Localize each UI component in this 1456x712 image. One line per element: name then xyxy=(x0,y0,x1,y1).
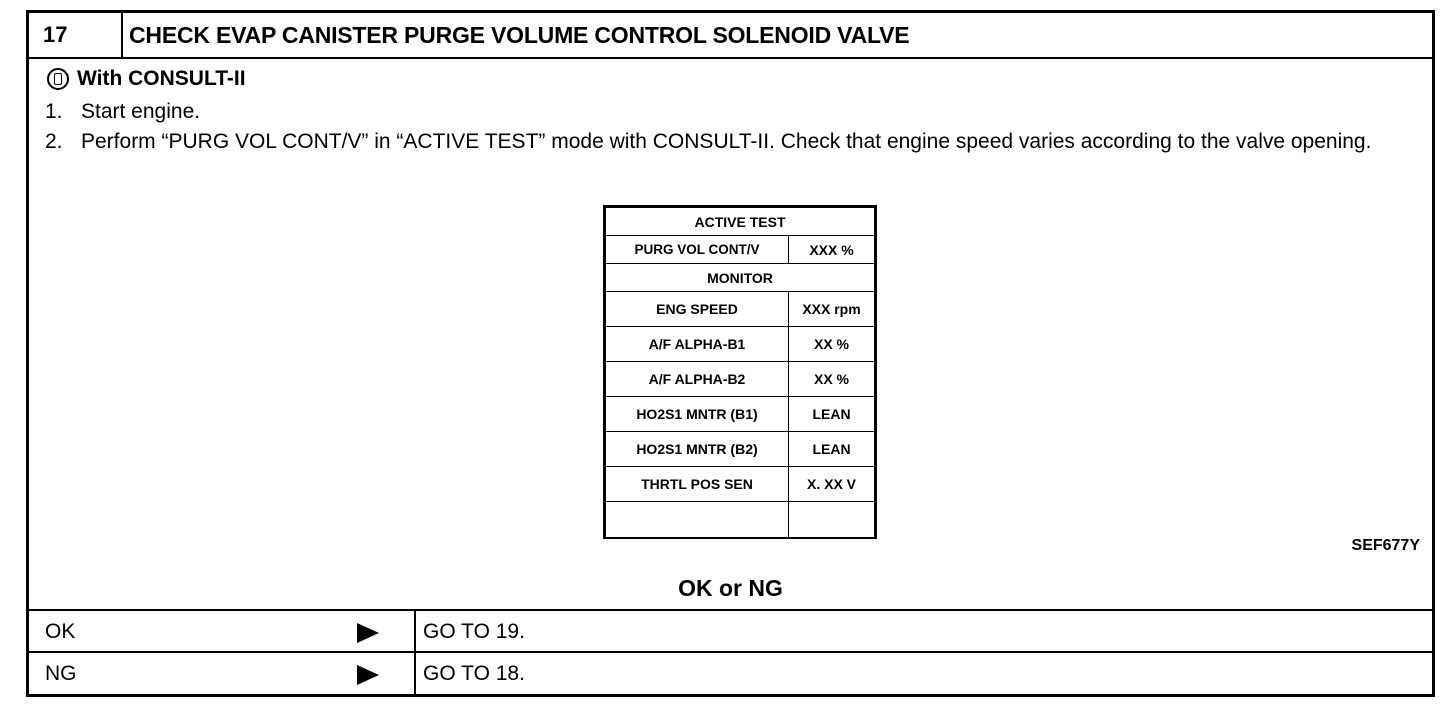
result-action: GO TO 19. xyxy=(423,620,525,643)
table-row: A/F ALPHA-B2 XX % xyxy=(605,361,875,397)
instruction-text: Perform “PURG VOL CONT/V” in “ACTIVE TES… xyxy=(81,130,1372,153)
instruction-text: Start engine. xyxy=(81,100,201,123)
monitor-value: LEAN xyxy=(788,396,875,432)
monitor-label: HO2S1 MNTR (B2) xyxy=(605,431,789,467)
monitor-label: HO2S1 MNTR (B1) xyxy=(605,396,789,432)
table-row: HO2S1 MNTR (B2) LEAN xyxy=(605,431,875,467)
procedure-heading-text: With CONSULT-II xyxy=(77,67,246,90)
step-number: 17 xyxy=(43,22,68,47)
monitor-label: A/F ALPHA-B2 xyxy=(605,361,789,397)
diagnostic-step-frame: 17 CHECK EVAP CANISTER PURGE VOLUME CONT… xyxy=(26,10,1435,697)
instruction-number: 1. xyxy=(45,100,63,123)
monitor-label: A/F ALPHA-B1 xyxy=(605,326,789,362)
monitor-value: XXX rpm xyxy=(788,291,875,327)
right-arrow-icon xyxy=(357,623,379,643)
result-action: GO TO 18. xyxy=(423,662,525,685)
test-item-value: XXX % xyxy=(788,235,875,264)
active-test-title: ACTIVE TEST xyxy=(605,207,875,236)
monitor-value: X. XX V xyxy=(788,466,875,502)
table-row-blank xyxy=(605,501,875,539)
table-row: ENG SPEED XXX rpm xyxy=(605,291,875,327)
figure-reference: SEF677Y xyxy=(1351,537,1420,554)
monitor-label: ENG SPEED xyxy=(605,291,789,327)
monitor-value: XX % xyxy=(788,326,875,362)
blank-cell xyxy=(788,501,875,539)
result-divider xyxy=(414,611,416,653)
step-header: 17 CHECK EVAP CANISTER PURGE VOLUME CONT… xyxy=(29,13,1432,59)
monitor-value: XX % xyxy=(788,361,875,397)
result-divider xyxy=(414,653,416,695)
instruction-step: 2. Perform “PURG VOL CONT/V” in “ACTIVE T… xyxy=(45,127,1415,157)
table-row: ACTIVE TEST xyxy=(605,207,875,236)
instruction-step: 1. Start engine. xyxy=(45,97,200,127)
table-row: A/F ALPHA-B1 XX % xyxy=(605,326,875,362)
procedure-heading: With CONSULT-II xyxy=(47,67,246,91)
table-row: PURG VOL CONT/V XXX % xyxy=(605,235,875,264)
result-label: OK xyxy=(45,620,76,643)
ok-or-ng-label: OK or NG xyxy=(678,575,783,601)
result-row-ok: OK GO TO 19. xyxy=(29,609,1432,653)
consult-screen-table: ACTIVE TEST PURG VOL CONT/V XXX % MONITO… xyxy=(605,207,875,539)
instruction-number: 2. xyxy=(45,130,63,153)
consult-screen-illustration: ACTIVE TEST PURG VOL CONT/V XXX % MONITO… xyxy=(603,205,877,539)
result-label: NG xyxy=(45,662,77,685)
blank-cell xyxy=(605,501,789,539)
test-item-label: PURG VOL CONT/V xyxy=(605,235,789,264)
table-row: MONITOR xyxy=(605,263,875,292)
step-title: CHECK EVAP CANISTER PURGE VOLUME CONTROL… xyxy=(129,22,910,48)
monitor-value: LEAN xyxy=(788,431,875,467)
header-divider xyxy=(121,13,123,57)
table-row: HO2S1 MNTR (B1) LEAN xyxy=(605,396,875,432)
right-arrow-icon xyxy=(357,665,379,685)
monitor-title: MONITOR xyxy=(605,263,875,292)
result-row-ng: NG GO TO 18. xyxy=(29,651,1432,695)
table-row: THRTL POS SEN X. XX V xyxy=(605,466,875,502)
monitor-label: THRTL POS SEN xyxy=(605,466,789,502)
consult-tool-icon xyxy=(47,68,69,90)
